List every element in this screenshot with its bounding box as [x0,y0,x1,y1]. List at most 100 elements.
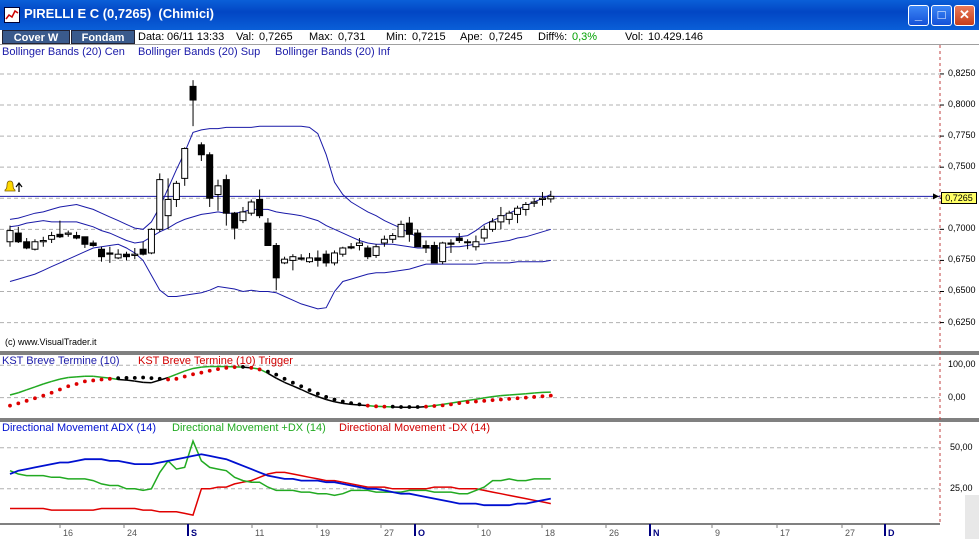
kst-trigger-dot [199,370,204,375]
kst-trigger-dot [523,395,528,400]
x-axis-label: 19 [320,528,331,538]
kst-trigger-dot [191,372,195,377]
adx-line [9,453,551,507]
kst-line-segment [500,394,510,397]
kst-trigger-dot [224,365,229,370]
kst-line-segment [118,378,127,381]
candle-body [131,253,139,256]
candle-body [405,222,413,235]
legend-adx: Directional Movement ADX (14) [2,422,157,434]
maximize-button[interactable]: □ [931,5,952,26]
kst-line-segment [300,388,310,395]
price-tick-label: 0,6250 [948,316,976,327]
candle-body [389,235,397,240]
val-value: 0,7265 [259,31,293,43]
candle-body [289,256,297,261]
kst-trigger-dot [465,400,470,405]
kst-line-segment [9,392,19,396]
close-button[interactable]: ✕ [954,5,975,26]
kst-line-segment [309,392,319,398]
kst-trigger-dot [390,404,395,409]
candle-body [214,185,222,196]
diff-label: Diff%: [538,31,568,43]
kst-line-segment [509,393,518,396]
kst-trigger-dot [49,390,54,395]
candle-body [264,222,272,246]
kst-trigger-dot [216,367,220,372]
candle-body [372,246,380,256]
dm-tick-label: 25,00 [950,482,973,493]
kst-trigger-dot [33,396,37,401]
kst-trigger-dot [8,403,12,408]
candle-body [256,199,264,217]
candle-body [538,197,546,201]
kst-trigger-dot [457,401,462,405]
candle-body [355,242,363,246]
kst-trigger-dot [282,376,287,381]
kst-trigger-dot [340,399,345,404]
fondam-button[interactable]: Fondam [71,30,135,44]
x-axis-label: 27 [845,528,856,538]
candle-body [23,241,31,249]
kst-trigger-dot [399,405,403,409]
kst-trigger-dot [82,379,87,384]
kst-line-segment [525,392,535,395]
kst-line-segment [59,376,69,380]
candle-body [114,253,122,259]
up-arrow-icon [15,182,23,192]
kst-line-segment [459,399,468,403]
chart-area[interactable] [0,45,979,539]
kst-trigger-dot [415,405,420,409]
candle-body [189,85,197,101]
kst-tick-label: 0,00 [948,391,966,402]
candle-body [231,212,239,229]
max-value: 0,731 [338,31,366,43]
val-label: Val: [236,31,255,43]
kst-trigger-dot [132,375,137,380]
vol-label: Vol: [625,31,644,43]
kst-line-segment [68,376,77,379]
kst-line-segment [484,395,493,399]
kst-line-segment [284,381,294,387]
alert-indicator[interactable] [3,180,25,194]
scrollbar-track[interactable] [965,495,979,539]
kst-trigger-dot [540,394,545,399]
bell-icon [4,180,16,192]
kst-trigger-dot [166,377,170,382]
minus-dx-line [10,471,551,516]
kst-line-segment [192,366,202,370]
kst-trigger-dot [407,405,412,409]
candle-body [464,241,472,244]
minimize-button[interactable]: _ [908,5,929,26]
kst-line-segment [43,380,52,385]
kst-line-segment [126,379,135,382]
candle-body [181,148,189,179]
kst-line-segment [467,398,477,402]
kst-trigger-dot [41,393,46,398]
candle-body [172,182,180,200]
window-title: PIRELLI E C (0,7265) (Chimici) [24,6,214,21]
cover-w-button[interactable]: Cover W [2,30,70,44]
price-tick-label: 0,7000 [948,223,976,234]
kst-line-segment [275,377,285,384]
price-tick-label: 0,8000 [948,99,976,110]
kst-trigger-dot [349,401,354,405]
candle-body [322,253,330,264]
candle-body [339,247,347,255]
kst-trigger-dot [532,395,537,399]
last-price-arrow-icon [933,193,939,200]
x-axis-label: 24 [127,528,138,538]
kst-line-segment [34,383,44,388]
kst-trigger-dot [266,369,270,374]
kst-line-segment [151,379,160,384]
kst-trigger-dot [357,402,362,407]
kst-trigger-dot [249,365,254,370]
kst-trigger-dot [424,404,428,409]
app-chart-icon [4,7,20,23]
x-axis-label: 16 [63,528,74,538]
kst-line-segment [334,401,343,405]
candle-body [73,235,81,239]
kst-line-segment [176,370,185,375]
kst-trigger-dot [490,398,495,403]
kst-trigger-dot [232,365,237,370]
